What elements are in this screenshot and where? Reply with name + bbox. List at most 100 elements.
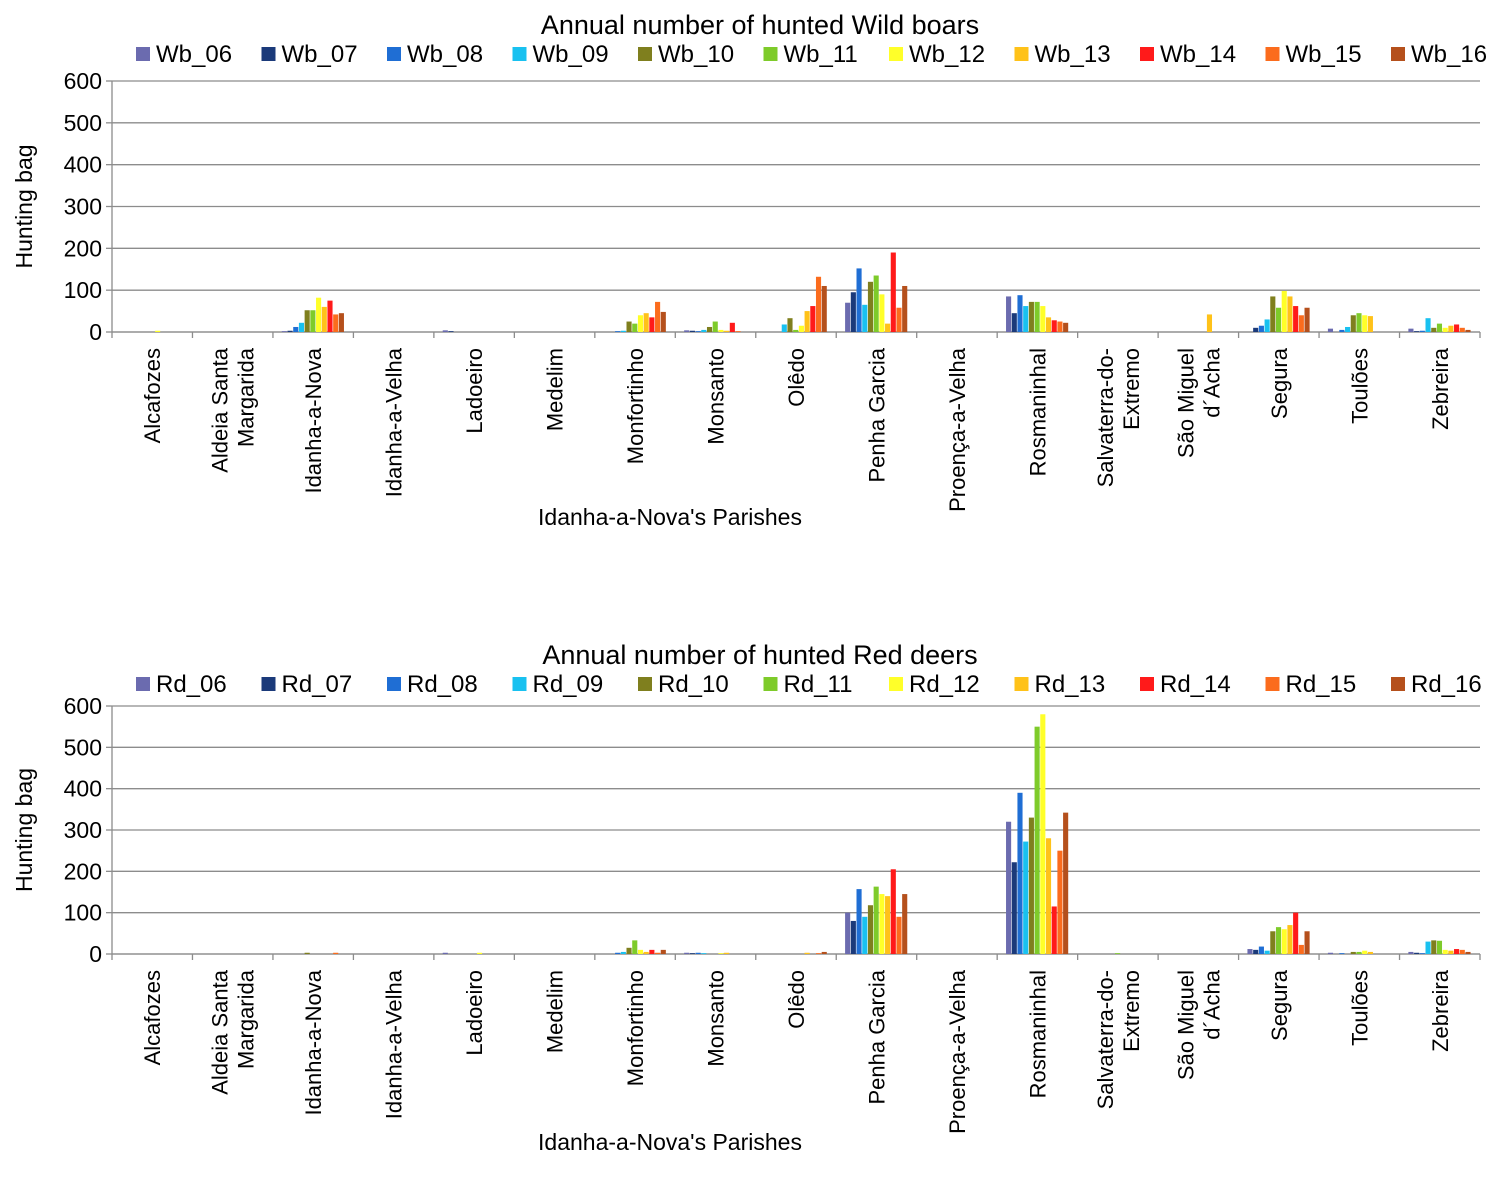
category-label-line: Proença-a-Velha [945,347,970,512]
y-axis-label: Hunting bag [11,768,37,892]
bar-Wb_09-9 [862,304,868,332]
y-tick-label: 200 [64,858,102,884]
category-label-line: Monfortinho [623,970,648,1086]
category-label: Monsanto [704,970,729,1067]
y-tick-label: 500 [64,734,102,760]
bar-Wb_12-14 [1281,291,1287,332]
chart-title: Annual number of hunted Red deers [542,640,977,670]
category-label: Idanha-a-Nova [301,969,326,1115]
bar-Wb_10-15 [1350,315,1356,332]
bar-Rd_14-11 [1051,906,1057,954]
category-label-line: Idanha-a-Velha [382,347,407,497]
bar-Wb_06-9 [845,302,851,332]
legend-label-Wb_06: Wb_06 [156,41,232,68]
legend-swatch-Rd_12 [889,677,903,691]
bar-Wb_16-16 [1465,329,1471,332]
bar-Rd_16-6 [660,949,666,954]
bar-Rd_11-12 [1115,953,1121,954]
y-tick-label: 200 [64,235,102,261]
legend-label-Wb_11: Wb_11 [784,41,858,68]
legend-swatch-Wb_10 [638,47,652,61]
bar-Wb_10-9 [867,281,874,332]
bar-Wb_08-16 [1419,330,1425,332]
bar-Wb_07-9 [850,292,856,332]
category-label-line: Ladoeiro [462,348,487,434]
bar-Wb_13-8 [804,311,810,332]
legend-label-Rd_15: Rd_15 [1286,671,1357,698]
legend-label-Wb_09: Wb_09 [533,41,609,68]
bar-Wb_09-7 [701,329,707,332]
bar-Wb_13-2 [321,306,327,332]
legend-label-Rd_07: Rd_07 [282,671,353,698]
y-tick-label: 400 [64,152,102,178]
bar-Rd_13-11 [1045,838,1052,954]
y-tick-label: 600 [64,68,102,94]
bar-Wb_08-2 [293,326,299,332]
bar-Wb_14-14 [1293,306,1299,332]
legend-label-Rd_13: Rd_13 [1035,671,1106,698]
y-tick-label: 100 [64,900,102,926]
bar-Rd_08-16 [1419,953,1425,954]
bar-Rd_08-9 [856,889,862,954]
y-tick-label: 400 [64,776,102,802]
category-label-line: Ladoeiro [462,970,487,1056]
bar-Rd_11-15 [1356,951,1362,954]
bar-Wb_11-9 [873,275,879,332]
bar-Rd_08-11 [1017,792,1023,954]
bar-Rd_13-9 [885,896,891,954]
bar-Wb_11-7 [712,321,718,332]
legend-swatch-Rd_10 [638,677,652,691]
legend-swatch-Rd_13 [1014,677,1029,691]
legend-swatch-Wb_09 [512,47,527,61]
category-label: Alcafozes [140,348,165,443]
bar-Rd_13-16 [1448,950,1454,954]
legend-label-Rd_16: Rd_16 [1411,671,1482,698]
bar-Rd_15-14 [1298,944,1304,954]
category-label-line: Olêdo [784,348,809,407]
bar-Rd_15-9 [896,916,902,954]
bar-Wb_12-6 [637,315,644,332]
bar-Wb_15-8 [815,276,822,332]
category-label: Toulões [1347,348,1372,424]
bar-Rd_06-11 [1006,821,1012,954]
bar-Rd_14-9 [890,869,896,954]
y-tick-label: 0 [89,319,102,345]
bar-Rd_13-7 [724,952,730,954]
category-label-line: Proença-a-Velha [945,969,970,1134]
legend-swatch-Wb_12 [889,47,903,61]
bar-Wb_06-7 [684,330,690,332]
category-label: Medelim [543,970,568,1053]
category-label: Medelim [543,348,568,431]
bar-Rd_14-16 [1454,949,1460,954]
category-label: Toulões [1347,970,1372,1046]
bar-Wb_12-16 [1442,327,1448,332]
bar-Rd_07-7 [689,953,695,954]
legend-swatch-Rd_16 [1391,677,1405,691]
legend-swatch-Rd_14 [1140,677,1154,691]
legend-label-Wb_13: Wb_13 [1035,41,1111,68]
bar-Wb_10-11 [1028,301,1034,332]
legend-swatch-Wb_08 [387,47,401,61]
category-label-line: Aldeia Santa [208,969,233,1095]
category-label: Salvaterra-do-Extremo [1093,970,1144,1109]
bar-Rd_07-9 [850,920,856,954]
bar-Wb_09-16 [1425,318,1431,332]
category-label: Monsanto [704,348,729,445]
bar-Wb_14-6 [649,317,655,332]
category-label: Ladoeiro [462,348,487,434]
bar-Wb_06-2 [281,331,287,332]
bar-Wb_08-7 [695,331,701,332]
bar-Wb_09-14 [1264,319,1270,332]
bar-Wb_13-9 [885,323,891,332]
bar-Rd_07-11 [1011,862,1017,954]
bar-Rd_08-15 [1339,953,1345,954]
category-label: Rosmaninhal [1025,348,1050,476]
bar-Rd_12-14 [1281,929,1287,954]
category-label: Rosmaninhal [1025,970,1050,1098]
bar-Wb_12-2 [316,297,322,332]
bar-Wb_13-7 [724,330,730,332]
legend-label-Wb_08: Wb_08 [407,41,483,68]
bar-Rd_13-15 [1367,951,1373,954]
y-tick-label: 300 [64,817,102,843]
